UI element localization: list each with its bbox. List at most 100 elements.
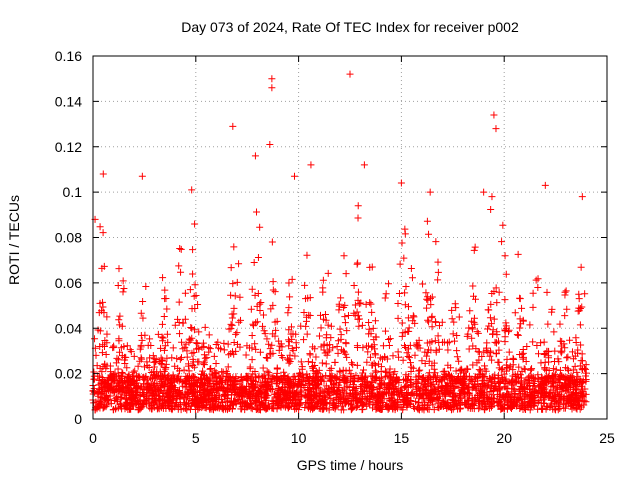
data-point (265, 340, 273, 348)
data-point (96, 223, 104, 231)
data-point (239, 376, 247, 384)
data-point (534, 350, 542, 358)
data-point (205, 331, 213, 339)
data-point (192, 292, 200, 300)
data-point (488, 193, 496, 201)
data-point (186, 286, 194, 294)
data-point (256, 348, 264, 356)
data-point (215, 374, 223, 382)
data-point (154, 404, 162, 412)
data-point (361, 399, 369, 407)
data-point (166, 393, 174, 401)
data-point (185, 367, 193, 375)
data-point (326, 341, 334, 349)
data-point (404, 375, 412, 383)
data-point (228, 405, 236, 413)
data-point (290, 172, 298, 180)
data-point (394, 314, 402, 322)
data-point (410, 404, 418, 412)
data-point (348, 405, 356, 413)
data-point (476, 392, 484, 400)
x-tick-labels: 0 5 10 15 20 25 (89, 430, 615, 446)
data-point (448, 374, 456, 382)
data-point (248, 399, 256, 407)
data-point (188, 324, 196, 332)
data-point (253, 318, 261, 326)
data-point (317, 400, 325, 408)
data-point (399, 356, 407, 364)
data-point (93, 403, 101, 411)
data-point (438, 318, 446, 326)
data-point (484, 325, 492, 333)
y-tick-label: 0.06 (55, 275, 82, 291)
data-point (526, 393, 534, 401)
data-point (315, 332, 323, 340)
data-point (582, 361, 590, 369)
data-point (537, 381, 545, 389)
data-point (563, 305, 571, 313)
data-point (453, 347, 461, 355)
data-point (166, 384, 174, 392)
data-point (305, 392, 313, 400)
data-point (510, 355, 518, 363)
data-point (501, 252, 509, 260)
data-point (202, 404, 210, 412)
data-point (124, 373, 132, 381)
data-point (269, 385, 277, 393)
data-point (430, 372, 438, 380)
data-point (232, 330, 240, 338)
data-point (223, 398, 231, 406)
data-point (260, 383, 268, 391)
data-point (256, 379, 264, 387)
data-point (406, 359, 414, 367)
data-point (183, 406, 191, 414)
data-point (136, 405, 144, 413)
data-point (118, 372, 126, 380)
data-point (551, 347, 559, 355)
data-point (502, 367, 510, 375)
data-point (168, 354, 176, 362)
data-point (290, 390, 298, 398)
data-point (179, 382, 187, 390)
data-point (475, 356, 483, 364)
data-point (119, 288, 127, 296)
data-point (227, 291, 235, 299)
data-point (540, 338, 548, 346)
data-point (402, 282, 410, 290)
data-point (488, 356, 496, 364)
data-point (336, 393, 344, 401)
data-point (108, 387, 116, 395)
data-point (566, 336, 574, 344)
data-point (259, 373, 267, 381)
data-point (440, 375, 448, 383)
data-point (349, 361, 357, 369)
data-point (433, 377, 441, 385)
data-point (450, 401, 458, 409)
data-point (421, 401, 429, 409)
data-point (448, 405, 456, 413)
data-point (233, 329, 241, 337)
data-point (195, 358, 203, 366)
data-point (347, 359, 355, 367)
data-point (381, 373, 389, 381)
data-point (229, 280, 237, 288)
data-point (253, 208, 261, 216)
data-point (268, 341, 276, 349)
data-point (173, 355, 181, 363)
data-point (97, 398, 105, 406)
data-point (185, 360, 193, 368)
data-point (301, 392, 309, 400)
data-point (107, 380, 115, 388)
data-point (183, 376, 191, 384)
data-point (571, 381, 579, 389)
data-point (426, 294, 434, 302)
data-point (564, 353, 572, 361)
data-point (220, 339, 228, 347)
data-point (413, 341, 421, 349)
data-point (296, 400, 304, 408)
data-point (341, 313, 349, 321)
data-point (403, 400, 411, 408)
data-point (199, 367, 207, 375)
data-point (401, 383, 409, 391)
data-point (131, 379, 139, 387)
